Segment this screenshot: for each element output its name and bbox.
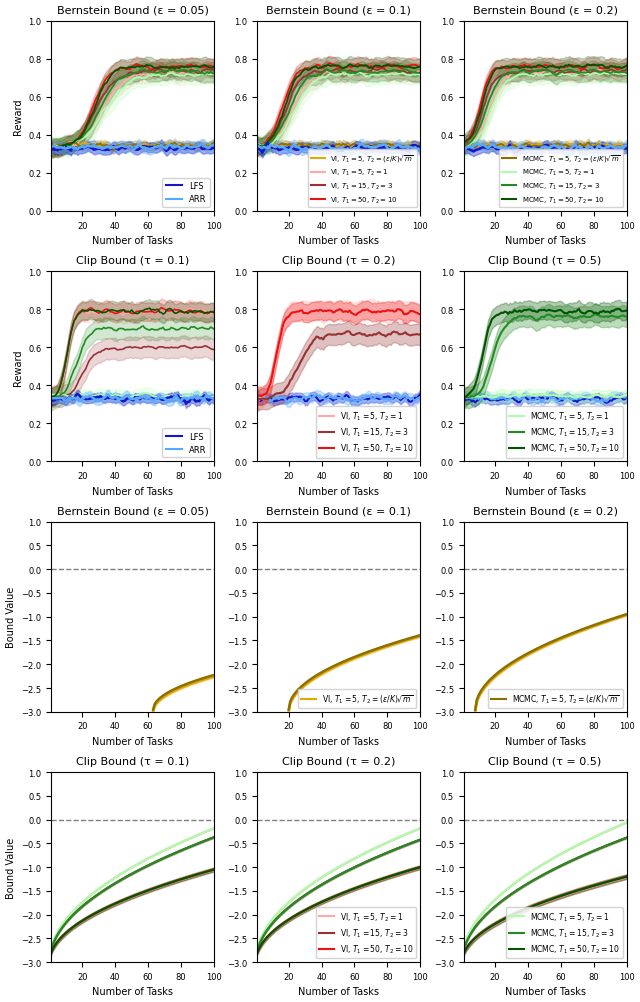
Title: Clip Bound (τ = 0.2): Clip Bound (τ = 0.2) <box>282 757 396 766</box>
Legend: MCMC, $T_1=5$, $T_2=1$, MCMC, $T_1=15$, $T_2=3$, MCMC, $T_1=50$, $T_2=10$: MCMC, $T_1=5$, $T_2=1$, MCMC, $T_1=15$, … <box>506 407 623 458</box>
Title: Bernstein Bound (ε = 0.05): Bernstein Bound (ε = 0.05) <box>56 506 209 516</box>
X-axis label: Number of Tasks: Number of Tasks <box>298 986 380 996</box>
Legend: MCMC, $T_1=5$, $T_2=(\varepsilon/K)\sqrt{m}$, MCMC, $T_1=5$, $T_2=1$, MCMC, $T_1: MCMC, $T_1=5$, $T_2=(\varepsilon/K)\sqrt… <box>499 150 623 208</box>
Title: Bernstein Bound (ε = 0.1): Bernstein Bound (ε = 0.1) <box>266 6 412 16</box>
X-axis label: Number of Tasks: Number of Tasks <box>92 236 173 245</box>
X-axis label: Number of Tasks: Number of Tasks <box>298 236 380 245</box>
Title: Clip Bound (τ = 0.1): Clip Bound (τ = 0.1) <box>76 256 189 266</box>
Y-axis label: Bound Value: Bound Value <box>6 837 15 898</box>
X-axis label: Number of Tasks: Number of Tasks <box>504 486 586 496</box>
Title: Clip Bound (τ = 0.5): Clip Bound (τ = 0.5) <box>488 757 602 766</box>
X-axis label: Number of Tasks: Number of Tasks <box>298 486 380 496</box>
Title: Clip Bound (τ = 0.5): Clip Bound (τ = 0.5) <box>488 256 602 266</box>
X-axis label: Number of Tasks: Number of Tasks <box>504 236 586 245</box>
Title: Clip Bound (τ = 0.1): Clip Bound (τ = 0.1) <box>76 757 189 766</box>
Title: Bernstein Bound (ε = 0.2): Bernstein Bound (ε = 0.2) <box>472 506 618 516</box>
Legend: VI, $T_1=5$, $T_2=(\varepsilon/K)\sqrt{m}$, VI, $T_1=5$, $T_2=1$, VI, $T_1=15$, : VI, $T_1=5$, $T_2=(\varepsilon/K)\sqrt{m… <box>308 150 417 208</box>
X-axis label: Number of Tasks: Number of Tasks <box>504 986 586 996</box>
X-axis label: Number of Tasks: Number of Tasks <box>298 736 380 746</box>
Legend: VI, $T_1=5$, $T_2=(\varepsilon/K)\sqrt{m}$: VI, $T_1=5$, $T_2=(\varepsilon/K)\sqrt{m… <box>298 689 417 708</box>
X-axis label: Number of Tasks: Number of Tasks <box>504 736 586 746</box>
X-axis label: Number of Tasks: Number of Tasks <box>92 486 173 496</box>
Legend: MCMC, $T_1=5$, $T_2=(\varepsilon/K)\sqrt{m}$: MCMC, $T_1=5$, $T_2=(\varepsilon/K)\sqrt… <box>488 689 623 708</box>
Legend: LFS, ARR: LFS, ARR <box>163 429 210 458</box>
Title: Bernstein Bound (ε = 0.05): Bernstein Bound (ε = 0.05) <box>56 6 209 16</box>
X-axis label: Number of Tasks: Number of Tasks <box>92 736 173 746</box>
Title: Bernstein Bound (ε = 0.1): Bernstein Bound (ε = 0.1) <box>266 506 412 516</box>
X-axis label: Number of Tasks: Number of Tasks <box>92 986 173 996</box>
Legend: VI, $T_1=5$, $T_2=1$, VI, $T_1=15$, $T_2=3$, VI, $T_1=50$, $T_2=10$: VI, $T_1=5$, $T_2=1$, VI, $T_1=15$, $T_2… <box>316 407 417 458</box>
Y-axis label: Reward: Reward <box>13 98 22 135</box>
Title: Bernstein Bound (ε = 0.2): Bernstein Bound (ε = 0.2) <box>472 6 618 16</box>
Title: Clip Bound (τ = 0.2): Clip Bound (τ = 0.2) <box>282 256 396 266</box>
Legend: VI, $T_1=5$, $T_2=1$, VI, $T_1=15$, $T_2=3$, VI, $T_1=50$, $T_2=10$: VI, $T_1=5$, $T_2=1$, VI, $T_1=15$, $T_2… <box>316 907 417 958</box>
Legend: MCMC, $T_1=5$, $T_2=1$, MCMC, $T_1=15$, $T_2=3$, MCMC, $T_1=50$, $T_2=10$: MCMC, $T_1=5$, $T_2=1$, MCMC, $T_1=15$, … <box>506 907 623 958</box>
Y-axis label: Bound Value: Bound Value <box>6 586 15 647</box>
Legend: LFS, ARR: LFS, ARR <box>163 178 210 207</box>
Y-axis label: Reward: Reward <box>13 349 22 385</box>
